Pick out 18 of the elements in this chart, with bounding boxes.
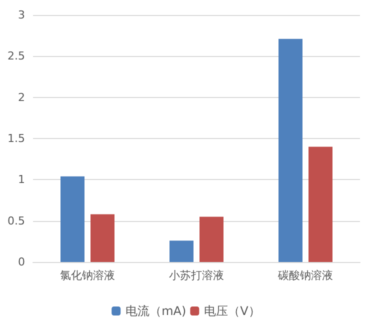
x-tick-label: 碳酸钠溶液: [277, 269, 333, 282]
y-tick-label: 1.5: [8, 132, 25, 145]
bar: [278, 38, 302, 262]
y-tick-label: 2: [18, 90, 25, 104]
bar: [170, 240, 194, 262]
bar: [308, 146, 332, 262]
bar: [60, 176, 84, 262]
y-tick-label: 1: [18, 173, 25, 186]
y-tick-label: 0: [18, 256, 25, 268]
legend-label: 电压（V）: [204, 304, 260, 318]
bar: [200, 216, 224, 262]
y-tick-label: 3: [18, 8, 25, 22]
x-tick-label: 小苏打溶液: [169, 269, 224, 282]
legend-label: 电流（mA): [126, 304, 186, 318]
y-tick-label: 2.5: [8, 50, 25, 63]
bar: [90, 214, 114, 262]
x-tick-label: 氯化钠溶液: [60, 269, 115, 282]
y-tick-label: 0.5: [8, 214, 25, 228]
